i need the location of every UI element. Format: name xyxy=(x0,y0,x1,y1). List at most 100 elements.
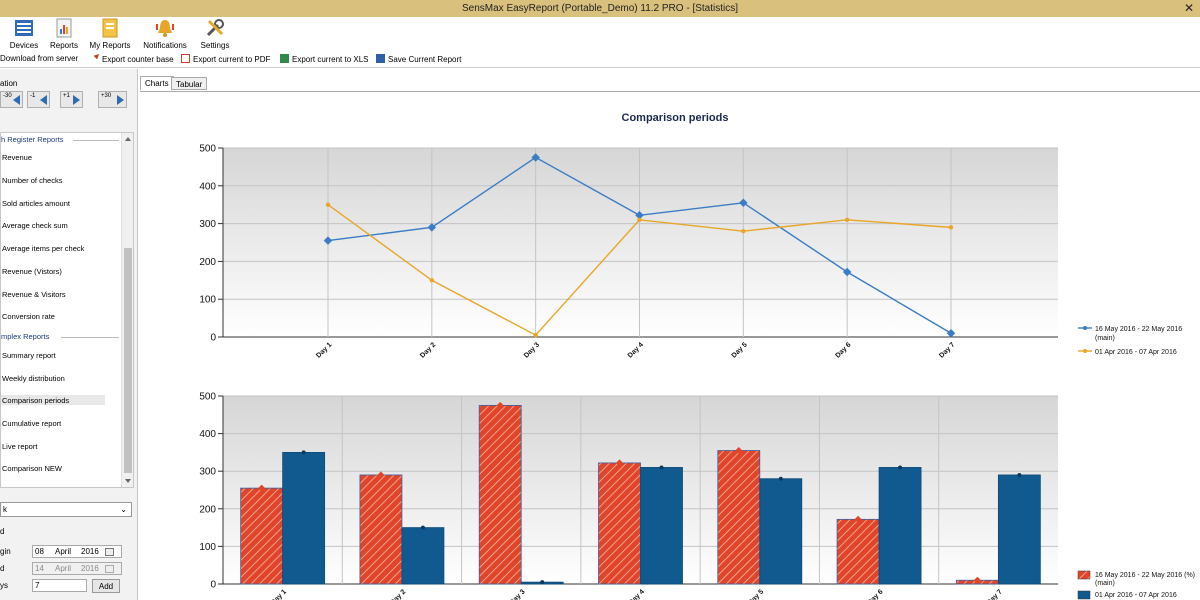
bar xyxy=(878,467,922,585)
forward-1-button[interactable]: +1 xyxy=(60,91,83,108)
legend-marker xyxy=(1083,326,1087,330)
group-register-reports: h Register Reports xyxy=(1,135,64,144)
export-counter-base-button[interactable]: Export counter base xyxy=(90,54,174,64)
x-tick-label: Day 3 xyxy=(508,588,526,600)
report-item-sold-articles[interactable]: Sold articles amount xyxy=(2,199,70,208)
x-tick-label: Day 6 xyxy=(866,588,884,600)
bar-marker xyxy=(659,465,664,470)
scroll-up-icon[interactable] xyxy=(125,137,131,141)
group-divider xyxy=(61,337,119,338)
xls-icon xyxy=(280,54,289,63)
bar-marker xyxy=(615,459,624,467)
my-reports-button[interactable]: My Reports xyxy=(88,18,132,50)
bar-marker xyxy=(898,465,903,470)
report-item-cumulative[interactable]: Cumulative report xyxy=(2,419,62,428)
report-list-scrollbar[interactable] xyxy=(121,133,133,487)
x-tick-label: Day 1 xyxy=(315,341,333,359)
bar-marker xyxy=(301,450,306,455)
notifications-button[interactable]: Notifications xyxy=(141,18,189,50)
export-xls-button[interactable]: Export current to XLS xyxy=(280,54,368,64)
legend-swatch xyxy=(1077,590,1091,600)
report-item-conversion-rate[interactable]: Conversion rate xyxy=(2,312,55,321)
bar xyxy=(997,474,1041,585)
report-item-average-items[interactable]: Average items per check xyxy=(2,244,85,253)
report-item-comparison-new[interactable]: Comparison NEW xyxy=(2,464,63,473)
report-item-number-of-checks[interactable]: Number of checks xyxy=(2,176,63,185)
y-tick-label: 400 xyxy=(199,181,216,192)
legend-label: 16 May 2016 - 22 May 2016 xyxy=(1095,326,1182,333)
tab-charts[interactable]: Charts xyxy=(140,76,174,90)
ribbon: Devices Reports My Reports Notifications… xyxy=(0,17,1200,51)
bar xyxy=(598,462,641,585)
report-item-comparison-periods[interactable]: Comparison periods xyxy=(2,396,70,405)
back-1-button[interactable]: -1 xyxy=(27,91,50,108)
add-button[interactable]: Add xyxy=(92,579,120,593)
report-item-weekly-distribution[interactable]: Weekly distribution xyxy=(2,374,65,383)
report-item-average-check-sum[interactable]: Average check sum xyxy=(2,221,68,230)
nav-label: +30 xyxy=(101,93,112,99)
close-icon[interactable]: ✕ xyxy=(1183,1,1194,15)
bar xyxy=(478,404,522,585)
scroll-down-icon[interactable] xyxy=(125,479,131,483)
y-tick-label: 400 xyxy=(199,429,216,440)
report-item-revenue-visitors[interactable]: Revenue (Vistors) xyxy=(2,267,62,276)
bar-marker xyxy=(1017,472,1022,477)
arrow-left-icon xyxy=(13,95,20,105)
legend-marker xyxy=(1083,349,1087,353)
bar-marker xyxy=(973,576,981,584)
begin-date-picker[interactable]: 08 April 2016 xyxy=(32,545,122,558)
settings-button[interactable]: Settings xyxy=(198,18,232,50)
begin-label: gin xyxy=(0,547,11,556)
group-divider xyxy=(73,140,119,141)
devices-button[interactable]: Devices xyxy=(8,18,40,50)
x-tick-label: Day 2 xyxy=(389,588,407,600)
tab-tabular[interactable]: Tabular xyxy=(171,77,208,90)
back-30-button[interactable]: -30 xyxy=(0,91,23,108)
save-icon xyxy=(376,54,385,63)
toolbar-label: Export current to PDF xyxy=(193,55,271,64)
bar xyxy=(836,518,880,585)
report-item-revenue-and-visitors[interactable]: Revenue & Visitors xyxy=(2,290,66,299)
title-bar: SensMax EasyReport (Portable_Demo) 11.2 … xyxy=(0,0,1200,17)
export-icon xyxy=(90,54,99,63)
ribbon-label: Devices xyxy=(9,41,39,50)
days-row: ys 7 Add xyxy=(0,579,125,593)
charts-canvas: Comparison periods 0 100 200 300 400 500 Day 1… xyxy=(199,112,1195,600)
sidebar: ation -30 -1 +1 +30 h Register Reports R… xyxy=(0,69,138,600)
save-current-report-button[interactable]: Save Current Report xyxy=(376,54,461,64)
x-tick-label: Day 4 xyxy=(627,341,645,359)
download-from-server-button[interactable]: Download from server xyxy=(0,54,78,63)
scrollbar-thumb[interactable] xyxy=(124,248,132,473)
my-reports-icon xyxy=(102,18,118,38)
pdf-icon xyxy=(181,54,190,63)
export-pdf-button[interactable]: Export current to PDF xyxy=(181,54,270,64)
begin-month: April xyxy=(55,547,72,556)
arrow-right-icon xyxy=(117,95,124,105)
report-item-summary[interactable]: Summary report xyxy=(2,351,56,360)
report-item-live[interactable]: Live report xyxy=(2,442,38,451)
reports-button[interactable]: Reports xyxy=(48,18,80,50)
days-stepper[interactable]: 7 xyxy=(32,579,87,592)
window-title: SensMax EasyReport (Portable_Demo) 11.2 … xyxy=(461,3,739,14)
y-tick-label: 500 xyxy=(199,392,216,403)
granularity-select[interactable]: k ⌄ xyxy=(0,502,132,517)
nav-label: -30 xyxy=(3,93,12,99)
charts-panel: Comparison periods 0 100 200 300 400 500 Day 1… xyxy=(140,91,1200,600)
data-point xyxy=(637,217,642,223)
legend-label: (main) xyxy=(1095,335,1115,342)
end-row: d 14 April 2016 xyxy=(0,562,125,575)
report-item-revenue[interactable]: Revenue xyxy=(2,153,33,162)
navigation-heading: ation xyxy=(0,79,18,88)
bar xyxy=(640,467,683,585)
bar-marker xyxy=(420,525,425,530)
forward-30-button[interactable]: +30 xyxy=(98,91,127,108)
toolbar-label: Export counter base xyxy=(102,55,174,64)
begin-row: gin 08 April 2016 xyxy=(0,545,125,558)
selected-highlight xyxy=(1,395,105,405)
toolbar-label: Download from server xyxy=(0,54,79,63)
calendar-icon[interactable] xyxy=(105,548,114,556)
data-point xyxy=(323,236,333,245)
y-tick-label: 300 xyxy=(199,467,216,478)
x-tick-label: Day 3 xyxy=(523,341,541,359)
toolbar-label: Export current to XLS xyxy=(292,55,369,64)
